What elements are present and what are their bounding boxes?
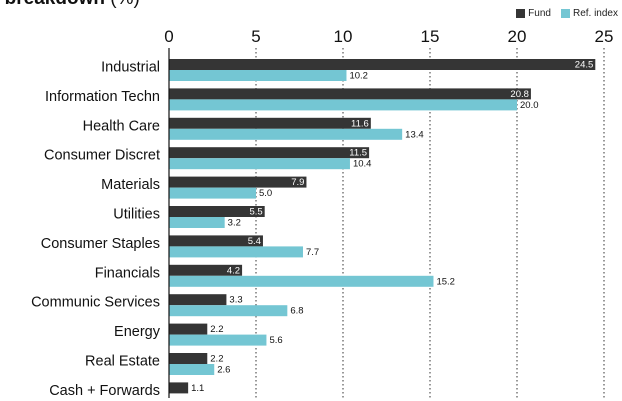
ref-value-label: 5.6 (269, 335, 282, 346)
category-label: Health Care (83, 118, 160, 134)
fund-bar (169, 117, 371, 129)
category-label: Real Estate (85, 354, 160, 370)
x-tick-label: 5 (251, 27, 260, 46)
ref-bar (169, 364, 215, 375)
x-tick-label: 25 (595, 27, 614, 46)
fund-value-label: 5.4 (248, 236, 261, 247)
fund-bar (169, 206, 265, 217)
fund-bar (169, 147, 370, 159)
ref-value-label: 13.4 (405, 129, 424, 140)
ref-bar (169, 246, 303, 258)
category-label: Cash + Forwards (49, 383, 160, 399)
fund-value-label: 2.2 (210, 354, 223, 365)
ref-bar (169, 187, 256, 199)
ref-value-label: 3.2 (228, 218, 241, 229)
ref-value-label: 6.8 (290, 306, 303, 317)
ref-bar (169, 217, 225, 228)
fund-value-label: 20.8 (510, 89, 529, 100)
fund-value-label: 4.2 (227, 265, 240, 276)
category-label: Information Techn (45, 89, 160, 105)
category-label: Materials (101, 177, 160, 193)
chart-title-unit: (%) (110, 0, 140, 9)
fund-bar (169, 294, 227, 306)
fund-bar (169, 235, 263, 247)
fund-bar (169, 176, 307, 188)
fund-value-label: 11.5 (349, 148, 367, 159)
category-label: Communic Services (31, 295, 160, 311)
category-label: Utilities (113, 207, 160, 223)
fund-value-label: 1.1 (191, 383, 204, 394)
fund-bar (169, 264, 243, 276)
ref-value-label: 5.0 (259, 188, 272, 199)
fund-bar (169, 353, 208, 364)
legend: Fund Ref. index (516, 8, 618, 19)
x-tick-label: 15 (421, 27, 440, 46)
chart-title: r breakdown (%) (0, 0, 140, 10)
ref-bar (169, 305, 288, 317)
category-label: Industrial (101, 60, 160, 76)
fund-value-label: 3.3 (229, 295, 242, 306)
legend-label-ref: Ref. index (572, 8, 618, 19)
ref-bar (169, 158, 350, 170)
category-label: Consumer Staples (41, 236, 160, 252)
ref-value-label: 15.2 (436, 276, 455, 287)
x-tick-label: 20 (508, 27, 527, 46)
chart-title-text: r breakdown (0, 0, 105, 9)
ref-bar (169, 128, 403, 140)
legend-item-fund: Fund (516, 8, 551, 19)
fund-value-label: 7.9 (291, 177, 304, 188)
fund-bar (169, 323, 208, 335)
ref-bar (169, 70, 347, 81)
ref-bar (169, 99, 517, 111)
ref-value-label: 10.4 (353, 159, 372, 170)
fund-value-label: 5.5 (249, 207, 262, 218)
fund-value-label: 24.5 (575, 60, 594, 71)
fund-bar (169, 88, 531, 100)
legend-swatch-fund (516, 9, 526, 18)
legend-label-fund: Fund (528, 8, 551, 19)
ref-bar (169, 334, 267, 346)
x-tick-label: 10 (334, 27, 353, 46)
legend-swatch-ref (560, 9, 570, 18)
fund-bar (169, 382, 189, 394)
fund-bar (169, 59, 596, 70)
x-tick-label: 0 (164, 27, 173, 46)
ref-value-label: 20.0 (520, 100, 539, 111)
ref-bar (169, 275, 434, 287)
ref-value-label: 7.7 (306, 247, 319, 258)
fund-value-label: 11.6 (351, 118, 369, 129)
fund-value-label: 2.2 (210, 324, 223, 335)
ref-value-label: 10.2 (349, 71, 368, 82)
category-label: Consumer Discret (44, 148, 160, 164)
category-label: Energy (114, 324, 161, 340)
category-label: Financials (95, 265, 160, 281)
ref-value-label: 2.6 (217, 365, 230, 376)
legend-item-ref: Ref. index (560, 8, 618, 19)
